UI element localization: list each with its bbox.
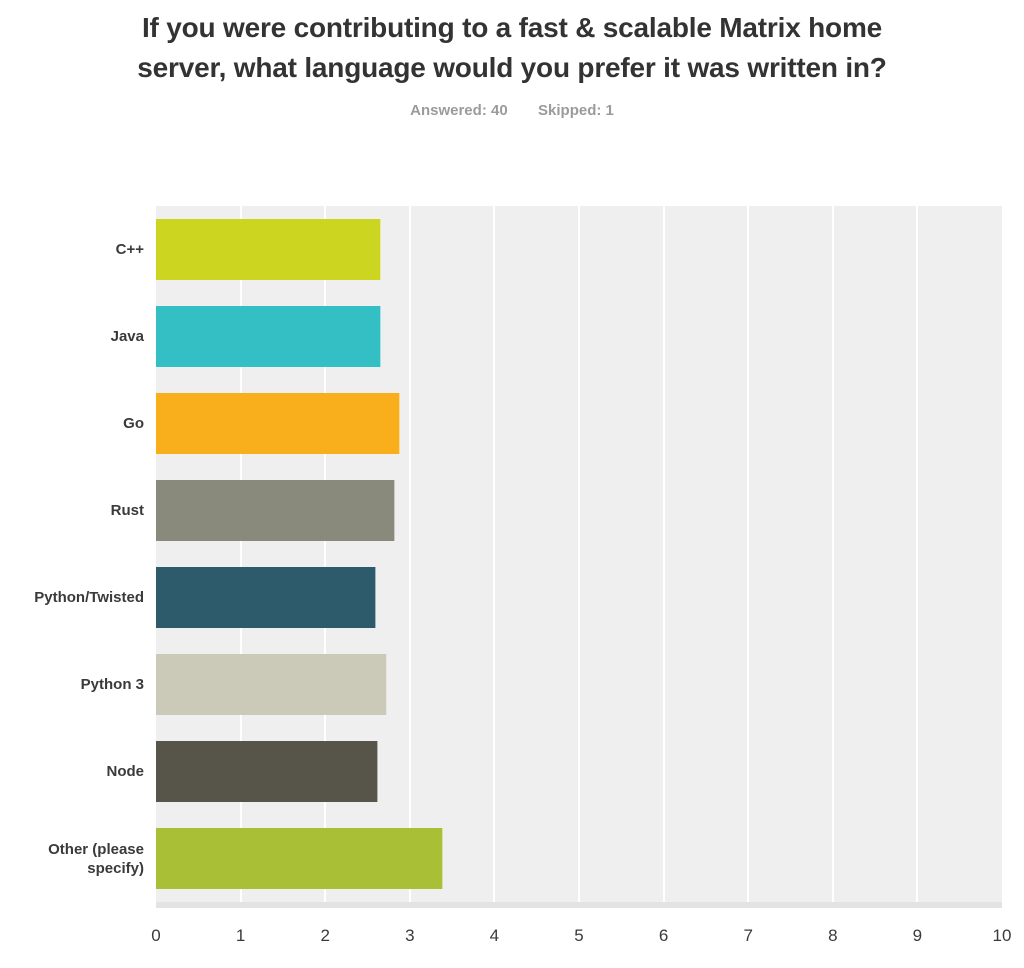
x-tick-label: 5 [574, 926, 584, 945]
plot-wrapper [0, 206, 1024, 902]
x-tick-label: 1 [235, 926, 246, 945]
gridline-7 [747, 206, 750, 902]
x-tick-label: 6 [658, 926, 669, 945]
y-axis-label: Python/Twisted [34, 589, 144, 606]
gridline-6 [662, 206, 665, 902]
response-summary: Answered: 40 Skipped: 1 [0, 102, 1024, 119]
bar-row [156, 206, 1002, 293]
page-title: If you were contributing to a fast & sca… [137, 12, 887, 83]
x-axis: 0 1 2 3 4 5 6 7 8 9 10 [151, 902, 1011, 962]
x-tick-label: 3 [405, 926, 415, 945]
gridline-1 [239, 206, 242, 902]
x-tick-label: 10 [992, 926, 1012, 945]
bar-row [156, 380, 1002, 467]
gridline-8 [831, 206, 834, 902]
y-axis-label: Java [110, 328, 144, 345]
bar-row [156, 467, 1002, 554]
x-tick-label: 2 [320, 926, 330, 945]
bar-rust[interactable] [156, 480, 396, 541]
x-tick-label: 8 [828, 926, 838, 945]
y-axis-label: Other (please specify) [48, 840, 144, 877]
skipped-count: Skipped: 1 [538, 102, 614, 119]
bar-row [156, 293, 1002, 380]
answered-count: Answered: 40 [410, 102, 508, 119]
bar-row [156, 728, 1002, 815]
y-axis-labels: C++ Java Go Rust Python/Twisted Python 3 Node O… [0, 206, 146, 902]
x-axis-baseline [156, 902, 1002, 908]
y-axis-label: Rust [110, 502, 144, 519]
gridline-2 [324, 206, 327, 902]
x-tick-label: 9 [912, 926, 923, 945]
bar-other-please-specify[interactable] [156, 828, 443, 889]
y-axis-label: Go [123, 415, 144, 432]
gridline-4 [493, 206, 496, 902]
title-block: If you were contributing to a fast & sca… [0, 8, 1024, 119]
plot-area [156, 206, 1002, 902]
x-tick-label: 4 [489, 926, 500, 945]
gridline-5 [578, 206, 580, 902]
bar-row [156, 554, 1002, 641]
y-axis-label: Python 3 [80, 676, 144, 693]
gridline-9 [916, 206, 919, 902]
bar-c[interactable] [156, 219, 382, 280]
bar-python-3[interactable] [156, 654, 387, 715]
bar-python-twisted[interactable] [156, 567, 376, 628]
bar-rows [156, 206, 1002, 902]
bar-row [156, 815, 1002, 902]
bar-go[interactable] [156, 393, 400, 454]
bar-node[interactable] [156, 741, 378, 802]
x-tick-label: 7 [743, 926, 753, 945]
bar-java[interactable] [156, 306, 382, 367]
y-axis-label: Node [106, 763, 145, 780]
gridline-3 [408, 206, 411, 902]
bar-row [156, 641, 1002, 728]
y-axis-label: C++ [115, 241, 144, 258]
x-tick-label: 0 [151, 926, 161, 945]
